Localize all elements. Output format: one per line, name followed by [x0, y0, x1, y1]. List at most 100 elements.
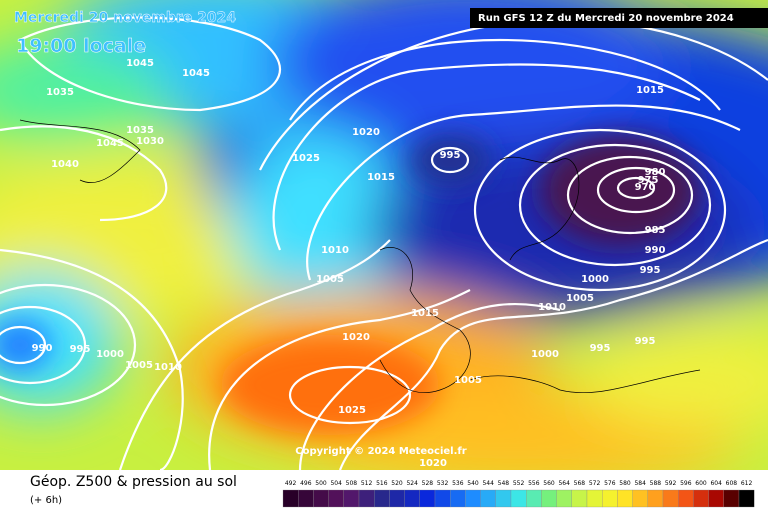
color-swatch — [602, 489, 618, 508]
isobar-label: 1000 — [531, 349, 559, 360]
color-swatch — [495, 489, 512, 508]
scale-label: 580 — [619, 480, 631, 487]
color-swatch — [419, 489, 436, 508]
color-swatch — [738, 489, 755, 508]
color-swatch — [374, 489, 390, 508]
color-swatch — [556, 489, 572, 508]
color-swatch — [632, 489, 648, 508]
color-swatch — [662, 489, 679, 508]
isobar-label: 1020 — [352, 127, 380, 138]
isobar-label: 1015 — [367, 172, 395, 183]
isobar-label: 985 — [645, 225, 666, 236]
scale-label: 604 — [710, 480, 722, 487]
isobar-label: 1005 — [316, 274, 344, 285]
coastlines — [19, 119, 701, 393]
isobar-label: 1000 — [96, 349, 124, 360]
color-swatch — [510, 489, 527, 508]
isobar-label: 1010 — [538, 302, 566, 313]
color-swatch — [708, 489, 724, 508]
color-swatch — [617, 489, 633, 508]
scale-label: 500 — [315, 480, 327, 487]
isobar-label: 995 — [640, 265, 661, 276]
isobar-label: 1040 — [51, 159, 79, 170]
scale-label: 520 — [391, 480, 403, 487]
isobar-label: 1000 — [581, 274, 609, 285]
isobar-label: 1020 — [419, 458, 447, 469]
isobar-label: 990 — [645, 245, 666, 256]
color-swatch — [298, 489, 314, 508]
isobar-label: 1010 — [154, 362, 182, 373]
isobar-label: 1025 — [338, 405, 366, 416]
scale-label: 552 — [513, 480, 525, 487]
color-scale: 492 496 500 504 508 512 516 520 524 528 532 536 540 5… — [282, 480, 755, 508]
color-swatch — [389, 489, 405, 508]
isobar-label: 1015 — [636, 85, 664, 96]
color-swatch — [526, 489, 542, 508]
isobar-label: 995 — [590, 343, 611, 354]
scale-label: 492 — [285, 480, 297, 487]
scale-label: 588 — [650, 480, 662, 487]
isobar-label: 970 — [635, 182, 656, 193]
isobar-label: 975 — [638, 175, 659, 186]
color-swatch — [480, 489, 496, 508]
color-swatch — [586, 489, 603, 508]
scale-label: 596 — [680, 480, 692, 487]
scale-label: 512 — [361, 480, 373, 487]
scale-label: 564 — [558, 480, 570, 487]
scale-label: 536 — [452, 480, 464, 487]
map-time: 19:00 locale — [16, 35, 146, 57]
isobar-label: 1010 — [321, 245, 349, 256]
footer-lead: (+ 6h) — [30, 495, 62, 506]
isobar-label: 1005 — [454, 375, 482, 386]
scale-label: 584 — [634, 480, 646, 487]
isobar-label: 995 — [70, 344, 91, 355]
isobar-labels: 1045104510351035103010451040102010251015… — [32, 58, 666, 469]
copyright: Copyright © 2024 Meteociel.fr — [295, 446, 466, 457]
scale-label: 608 — [726, 480, 738, 487]
color-swatch — [328, 489, 344, 508]
isobar-label: 1035 — [46, 87, 74, 98]
scale-label: 568 — [574, 480, 586, 487]
scale-label: 592 — [665, 480, 677, 487]
scale-label: 528 — [422, 480, 434, 487]
color-swatch — [313, 489, 329, 508]
color-swatch — [678, 489, 694, 508]
scale-label: 516 — [376, 480, 388, 487]
color-swatch — [571, 489, 588, 508]
color-swatch — [343, 489, 360, 508]
scale-label: 612 — [741, 480, 753, 487]
isobar-label: 1045 — [126, 58, 154, 69]
isobar-label: 1005 — [566, 293, 594, 304]
color-swatch — [450, 489, 466, 508]
isobar-label: 1045 — [182, 68, 210, 79]
run-info: Run GFS 12 Z du Mercredi 20 novembre 202… — [478, 13, 734, 24]
color-swatch — [693, 489, 709, 508]
scale-label: 508 — [346, 480, 358, 487]
isobar-label: 995 — [440, 150, 461, 161]
color-swatch — [723, 489, 740, 508]
scale-label: 532 — [437, 480, 449, 487]
isobar-label: 1030 — [136, 136, 164, 147]
scale-label: 496 — [300, 480, 312, 487]
color-swatch — [465, 489, 481, 508]
color-swatch — [647, 489, 664, 508]
scale-label: 544 — [482, 480, 494, 487]
color-swatch — [434, 489, 451, 508]
isobars — [0, 16, 768, 470]
color-swatch — [358, 489, 375, 508]
color-swatch — [541, 489, 557, 508]
isobar-label: 1045 — [96, 138, 124, 149]
isobar-label: 1020 — [342, 332, 370, 343]
scale-label: 540 — [467, 480, 479, 487]
geopotential-field — [0, 0, 768, 470]
isobar-label: 1015 — [411, 308, 439, 319]
color-swatch — [282, 489, 299, 508]
isobar-label: 990 — [32, 343, 53, 354]
isobar-label: 995 — [635, 336, 656, 347]
scale-label: 504 — [330, 480, 342, 487]
scale-label: 556 — [528, 480, 540, 487]
footer-title: Géop. Z500 & pression au sol — [30, 474, 237, 490]
scale-label: 560 — [543, 480, 555, 487]
scale-label: 600 — [695, 480, 707, 487]
